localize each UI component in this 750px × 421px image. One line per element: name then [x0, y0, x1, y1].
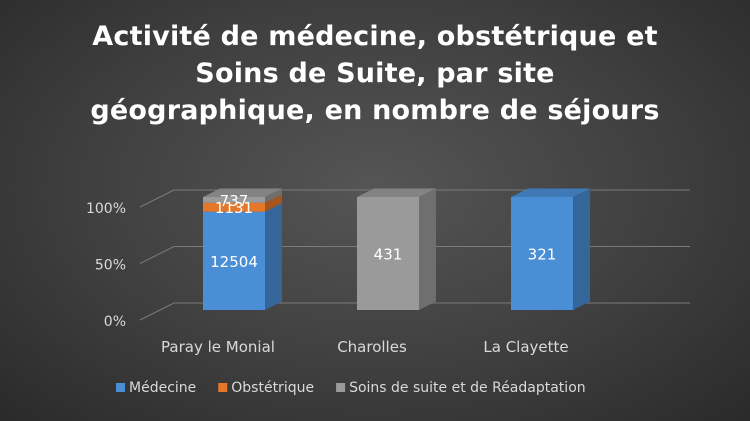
legend-swatch-soins-de-suite-et-de-readaptation [336, 383, 346, 392]
legend-swatch-obstetrique [218, 383, 228, 392]
bar-top-soins-de-suite-et-de-readaptation [357, 188, 436, 197]
bar-medecine-paray-le-monial [203, 211, 265, 310]
data-label-soins-de-suite-et-de-readaptation: 737 [220, 192, 249, 210]
legend-label-obstetrique: Obstétrique [231, 380, 314, 396]
bar-obstetrique-paray-le-monial [203, 202, 265, 212]
bar-side-obstetrique [265, 194, 282, 212]
bar-side-medecine [265, 203, 282, 310]
chart-title-line-3: géographique, en nombre de séjours [90, 95, 660, 126]
legend-label-medecine: Médecine [129, 380, 196, 396]
bar-top-soins-de-suite-et-de-readaptation [203, 188, 282, 197]
data-label-medecine: 321 [528, 246, 557, 264]
gridline-diagonal [139, 246, 175, 264]
x-tick-label: Paray le Monial [161, 338, 275, 356]
chart-title-line-2: Soins de Suite, par site [195, 58, 555, 89]
y-tick-label: 50% [95, 258, 126, 274]
y-tick-label: 100% [86, 201, 126, 217]
gridline-diagonal [139, 189, 175, 208]
legend: Médecine Obstétrique Soins de suite et de … [116, 380, 586, 396]
bar-top-medecine [511, 188, 590, 197]
data-label-medecine: 12504 [210, 253, 258, 271]
gridline-diagonal [139, 302, 175, 321]
x-tick-label: La Clayette [483, 338, 568, 356]
bars [203, 188, 590, 310]
bar-side-soins-de-suite-et-de-readaptation [419, 188, 436, 310]
bar-soins-de-suite-et-de-readaptation-paray-le-monial [203, 197, 265, 203]
bar-side-soins-de-suite-et-de-readaptation [265, 188, 282, 203]
x-tick-label: Charolles [337, 338, 407, 356]
bar-side-medecine [573, 188, 590, 310]
y-axis-tick-labels: 0% 50% 100% [86, 201, 126, 330]
bar-soins-de-suite-et-de-readaptation-charolles [357, 197, 419, 310]
chart-title-line-1: Activité de médecine, obstétrique et [92, 21, 658, 52]
x-axis-category-labels: Paray le Monial Charolles La Clayette [161, 338, 569, 356]
y-tick-label: 0% [104, 314, 126, 330]
data-label-soins-de-suite-et-de-readaptation: 431 [374, 246, 403, 264]
legend-label-soins-de-suite-et-de-readaptation: Soins de suite et de Réadaptation [349, 380, 586, 396]
legend-swatch-medecine [116, 383, 125, 392]
chart-title: Activité de médecine, obstétrique et Soi… [0, 18, 750, 129]
data-label-obstetrique: 1131 [215, 199, 253, 217]
bar-medecine-la-clayette [511, 197, 573, 310]
